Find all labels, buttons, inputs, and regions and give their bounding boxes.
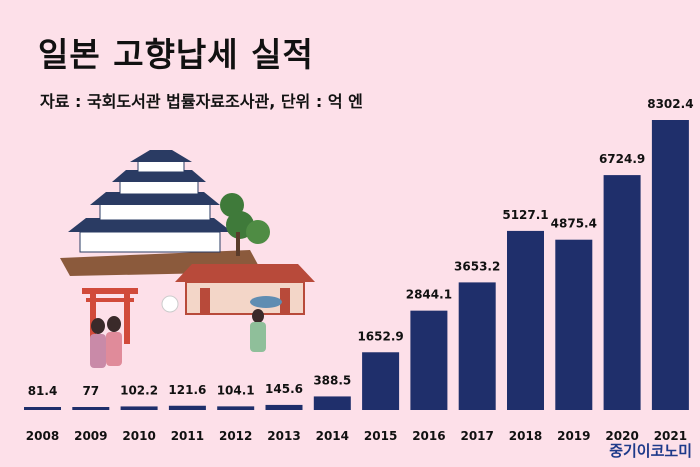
value-label-2009: 77 bbox=[82, 384, 99, 398]
japan-scene-illustration bbox=[60, 150, 315, 368]
bar-2012 bbox=[217, 406, 255, 410]
x-tick-label-2020: 2020 bbox=[605, 429, 638, 443]
value-label-2017: 3653.2 bbox=[454, 259, 500, 273]
value-label-2013: 145.6 bbox=[265, 382, 303, 396]
value-label-2010: 102.2 bbox=[120, 383, 158, 397]
bar-2013 bbox=[265, 404, 303, 410]
chart-title: 일본 고향납세 실적 bbox=[38, 35, 314, 74]
bar-2020 bbox=[603, 175, 641, 410]
x-tick-label-2011: 2011 bbox=[171, 429, 204, 443]
bar-2019 bbox=[555, 239, 593, 410]
x-tick-labels-group: 2008 2009 2010 2011 2012 2013 2014 2015 2016 2017… bbox=[26, 429, 687, 443]
bar-2015 bbox=[362, 352, 400, 410]
x-tick-label-2015: 2015 bbox=[364, 429, 397, 443]
bars-group bbox=[24, 120, 689, 410]
publisher-logo: 중기이코노미 bbox=[609, 442, 692, 460]
bar-2011 bbox=[168, 405, 206, 410]
bar-2010 bbox=[120, 406, 158, 410]
x-tick-label-2013: 2013 bbox=[267, 429, 300, 443]
value-label-2020: 6724.9 bbox=[599, 152, 645, 166]
bar-2016 bbox=[410, 310, 448, 410]
x-tick-label-2009: 2009 bbox=[74, 429, 107, 443]
bar-2021 bbox=[651, 120, 689, 410]
x-tick-label-2008: 2008 bbox=[26, 429, 59, 443]
value-label-2014: 388.5 bbox=[313, 373, 351, 387]
x-tick-label-2019: 2019 bbox=[557, 429, 590, 443]
value-label-2012: 104.1 bbox=[217, 383, 255, 397]
bar-2017 bbox=[458, 282, 496, 410]
x-tick-label-2016: 2016 bbox=[412, 429, 445, 443]
x-tick-label-2017: 2017 bbox=[460, 429, 493, 443]
chart-subtitle: 자료 : 국회도서관 법률자료조사관, 단위 : 억 엔 bbox=[40, 92, 363, 111]
value-label-2008: 81.4 bbox=[28, 384, 58, 398]
x-tick-label-2012: 2012 bbox=[219, 429, 252, 443]
value-label-2011: 121.6 bbox=[168, 383, 206, 397]
bar-2009 bbox=[72, 407, 110, 410]
value-label-2019: 4875.4 bbox=[551, 217, 597, 231]
value-label-2021: 8302.4 bbox=[647, 97, 693, 111]
bar-2014 bbox=[313, 396, 351, 410]
value-labels-group: 81.4 77 102.2 121.6 104.1 145.6 388.5 1652.9 284… bbox=[28, 97, 694, 398]
value-label-2016: 2844.1 bbox=[406, 288, 452, 302]
x-tick-label-2021: 2021 bbox=[654, 429, 687, 443]
x-tick-label-2010: 2010 bbox=[122, 429, 155, 443]
x-tick-label-2018: 2018 bbox=[509, 429, 542, 443]
bar-2008 bbox=[24, 407, 61, 410]
value-label-2015: 1652.9 bbox=[357, 329, 403, 343]
x-tick-label-2014: 2014 bbox=[316, 429, 349, 443]
value-label-2018: 5127.1 bbox=[502, 208, 548, 222]
bar-2018 bbox=[507, 230, 544, 410]
